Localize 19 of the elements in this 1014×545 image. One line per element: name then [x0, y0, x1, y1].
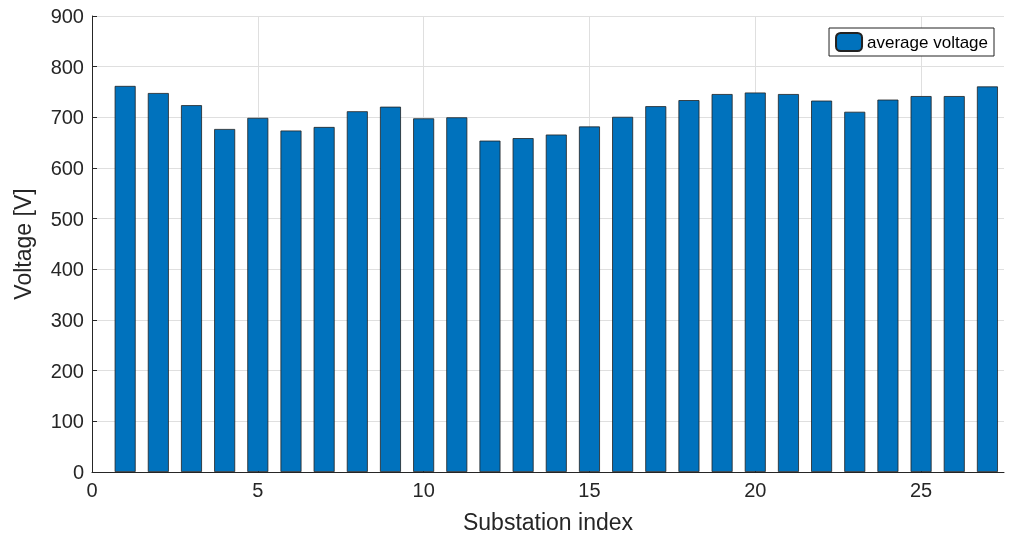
x-axis-title: Substation index — [462, 508, 634, 535]
x-tick-label: 5 — [252, 479, 264, 501]
y-tick-label: 600 — [50, 157, 84, 179]
y-tick-label: 900 — [50, 5, 84, 27]
y-tick-label: 0 — [72, 461, 84, 483]
legend-label: average voltage — [867, 32, 989, 52]
y-tick-label: 100 — [50, 410, 84, 433]
x-tick-label: 10 — [412, 479, 435, 501]
x-tick-label: 0 — [86, 479, 98, 501]
x-tick-label: 15 — [578, 479, 601, 501]
y-tick-label: 800 — [50, 55, 84, 78]
y-tick-label: 300 — [50, 309, 84, 331]
y-tick-label: 400 — [50, 258, 84, 281]
x-tick-label: 25 — [909, 479, 933, 501]
x-tick-label: 20 — [744, 479, 767, 501]
y-tick-label: 700 — [50, 106, 84, 129]
y-tick-label: 500 — [50, 207, 84, 230]
y-tick-label: 200 — [50, 359, 84, 382]
y-axis-title: Voltage [V] — [9, 188, 36, 300]
